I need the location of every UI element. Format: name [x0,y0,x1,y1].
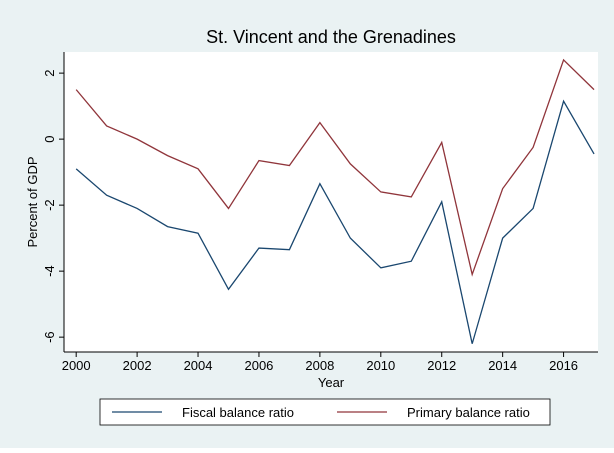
x-tick-label: 2014 [488,358,517,373]
line-series [75,58,595,277]
y-tick-label: -6 [42,331,57,343]
line-series [75,99,595,344]
x-tick-label: 2006 [244,358,273,373]
x-tick-label: 2004 [184,358,213,373]
plot-area [64,52,598,352]
x-tick-label: 2008 [305,358,334,373]
y-axis-label: Percent of GDP [25,156,40,247]
y-tick-label: 2 [42,70,57,77]
x-tick-label: 2016 [549,358,578,373]
y-tick-label: -4 [42,265,57,277]
x-tick-label: 2010 [366,358,395,373]
x-axis-label: Year [318,375,345,390]
x-tick-label: 2002 [123,358,152,373]
y-tick-label: 0 [42,136,57,143]
legend-label: Fiscal balance ratio [182,405,294,420]
legend-label: Primary balance ratio [407,405,530,420]
chart-title: St. Vincent and the Grenadines [206,27,456,47]
x-tick-label: 2000 [62,358,91,373]
y-tick-label: -2 [42,199,57,211]
legend-box [99,398,551,426]
x-tick-label: 2012 [427,358,456,373]
